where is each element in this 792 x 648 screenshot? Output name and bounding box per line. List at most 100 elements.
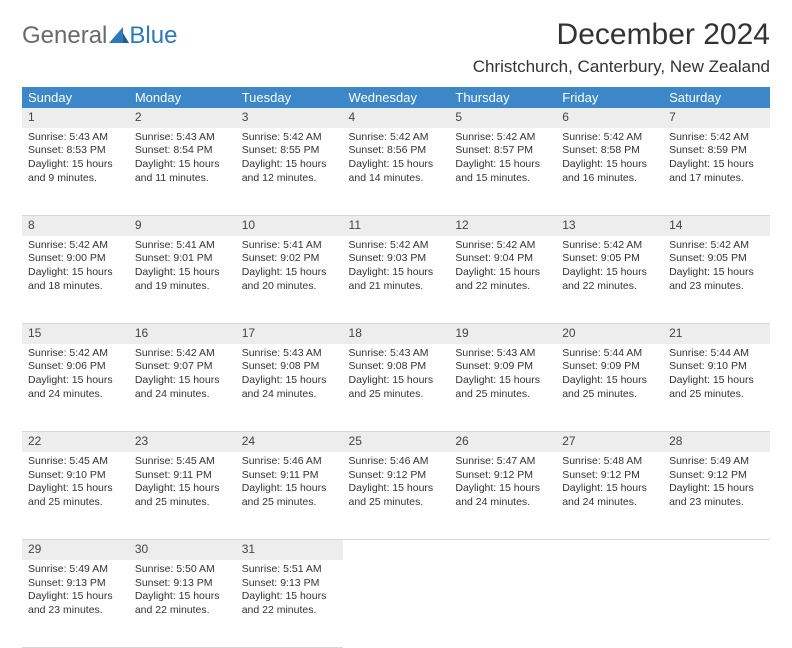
weekday-header-cell: Thursday — [449, 87, 556, 108]
daylight-label-2: and 23 minutes. — [669, 280, 764, 294]
day-cell — [663, 560, 770, 648]
daylight-label-1: Daylight: 15 hours — [242, 482, 337, 496]
day-cell: Sunrise: 5:48 AMSunset: 9:12 PMDaylight:… — [556, 452, 663, 540]
day-number-cell: 4 — [343, 108, 450, 128]
day-body: Sunrise: 5:42 AMSunset: 8:55 PMDaylight:… — [236, 128, 343, 190]
day-number-cell: 8 — [22, 216, 129, 236]
sunset-label: Sunset: 8:57 PM — [455, 144, 550, 158]
sunset-label: Sunset: 9:07 PM — [135, 360, 230, 374]
sunrise-label: Sunrise: 5:42 AM — [349, 239, 444, 253]
daylight-label-1: Daylight: 15 hours — [28, 590, 123, 604]
sunset-label: Sunset: 8:53 PM — [28, 144, 123, 158]
daylight-label-2: and 18 minutes. — [28, 280, 123, 294]
day-body-row: Sunrise: 5:42 AMSunset: 9:00 PMDaylight:… — [22, 236, 770, 324]
daylight-label-2: and 25 minutes. — [455, 388, 550, 402]
daylight-label-1: Daylight: 15 hours — [455, 374, 550, 388]
day-number-cell: 14 — [663, 216, 770, 236]
daylight-label-2: and 9 minutes. — [28, 172, 123, 186]
day-number-cell: 23 — [129, 432, 236, 452]
day-number-cell: 13 — [556, 216, 663, 236]
daylight-label-1: Daylight: 15 hours — [349, 266, 444, 280]
day-body: Sunrise: 5:49 AMSunset: 9:12 PMDaylight:… — [663, 452, 770, 514]
brand-part2: Blue — [129, 24, 177, 48]
daylight-label-2: and 21 minutes. — [349, 280, 444, 294]
daylight-label-1: Daylight: 15 hours — [562, 482, 657, 496]
sunset-label: Sunset: 9:05 PM — [562, 252, 657, 266]
day-body: Sunrise: 5:48 AMSunset: 9:12 PMDaylight:… — [556, 452, 663, 514]
day-cell: Sunrise: 5:42 AMSunset: 9:05 PMDaylight:… — [556, 236, 663, 324]
sunset-label: Sunset: 9:09 PM — [455, 360, 550, 374]
sunrise-label: Sunrise: 5:44 AM — [562, 347, 657, 361]
month-title: December 2024 — [473, 18, 770, 51]
day-body: Sunrise: 5:50 AMSunset: 9:13 PMDaylight:… — [129, 560, 236, 622]
sunrise-label: Sunrise: 5:42 AM — [562, 131, 657, 145]
sunrise-label: Sunrise: 5:44 AM — [669, 347, 764, 361]
daylight-label-1: Daylight: 15 hours — [135, 374, 230, 388]
day-cell: Sunrise: 5:42 AMSunset: 9:06 PMDaylight:… — [22, 344, 129, 432]
day-body: Sunrise: 5:42 AMSunset: 9:00 PMDaylight:… — [22, 236, 129, 298]
daylight-label-2: and 16 minutes. — [562, 172, 657, 186]
day-body: Sunrise: 5:42 AMSunset: 8:56 PMDaylight:… — [343, 128, 450, 190]
daylight-label-2: and 20 minutes. — [242, 280, 337, 294]
sunset-label: Sunset: 9:04 PM — [455, 252, 550, 266]
sunset-label: Sunset: 9:10 PM — [669, 360, 764, 374]
day-cell: Sunrise: 5:42 AMSunset: 8:56 PMDaylight:… — [343, 128, 450, 216]
day-body: Sunrise: 5:42 AMSunset: 8:58 PMDaylight:… — [556, 128, 663, 190]
sunrise-label: Sunrise: 5:41 AM — [242, 239, 337, 253]
day-number-cell: 30 — [129, 540, 236, 560]
daylight-label-1: Daylight: 15 hours — [455, 482, 550, 496]
brand-part1: General — [22, 24, 107, 48]
day-number-cell: 2 — [129, 108, 236, 128]
day-number-cell: 28 — [663, 432, 770, 452]
header: General Blue December 2024 Christchurch,… — [22, 18, 770, 77]
sunrise-label: Sunrise: 5:43 AM — [28, 131, 123, 145]
daylight-label-1: Daylight: 15 hours — [349, 158, 444, 172]
sunrise-label: Sunrise: 5:43 AM — [242, 347, 337, 361]
day-body: Sunrise: 5:41 AMSunset: 9:02 PMDaylight:… — [236, 236, 343, 298]
daylight-label-1: Daylight: 15 hours — [669, 374, 764, 388]
sunrise-label: Sunrise: 5:49 AM — [28, 563, 123, 577]
sunset-label: Sunset: 9:06 PM — [28, 360, 123, 374]
sunrise-label: Sunrise: 5:43 AM — [455, 347, 550, 361]
sunset-label: Sunset: 9:13 PM — [135, 577, 230, 591]
weekday-header-cell: Sunday — [22, 87, 129, 108]
sunrise-label: Sunrise: 5:49 AM — [669, 455, 764, 469]
sunrise-label: Sunrise: 5:42 AM — [135, 347, 230, 361]
day-number-row: 1234567 — [22, 108, 770, 128]
day-cell: Sunrise: 5:50 AMSunset: 9:13 PMDaylight:… — [129, 560, 236, 648]
day-number-cell: 7 — [663, 108, 770, 128]
sunset-label: Sunset: 9:08 PM — [349, 360, 444, 374]
day-cell: Sunrise: 5:47 AMSunset: 9:12 PMDaylight:… — [449, 452, 556, 540]
day-body: Sunrise: 5:42 AMSunset: 9:03 PMDaylight:… — [343, 236, 450, 298]
daylight-label-2: and 23 minutes. — [28, 604, 123, 618]
day-cell: Sunrise: 5:46 AMSunset: 9:12 PMDaylight:… — [343, 452, 450, 540]
day-body: Sunrise: 5:42 AMSunset: 9:07 PMDaylight:… — [129, 344, 236, 406]
sunrise-label: Sunrise: 5:46 AM — [349, 455, 444, 469]
day-body: Sunrise: 5:41 AMSunset: 9:01 PMDaylight:… — [129, 236, 236, 298]
day-cell: Sunrise: 5:42 AMSunset: 9:07 PMDaylight:… — [129, 344, 236, 432]
day-body: Sunrise: 5:43 AMSunset: 8:54 PMDaylight:… — [129, 128, 236, 190]
day-number-cell: 21 — [663, 324, 770, 344]
daylight-label-2: and 25 minutes. — [349, 388, 444, 402]
day-number-cell: 26 — [449, 432, 556, 452]
day-cell: Sunrise: 5:42 AMSunset: 8:57 PMDaylight:… — [449, 128, 556, 216]
day-number-cell: 18 — [343, 324, 450, 344]
sunrise-label: Sunrise: 5:42 AM — [669, 131, 764, 145]
daylight-label-2: and 22 minutes. — [135, 604, 230, 618]
daylight-label-2: and 24 minutes. — [28, 388, 123, 402]
day-cell: Sunrise: 5:42 AMSunset: 9:03 PMDaylight:… — [343, 236, 450, 324]
day-number-cell — [556, 540, 663, 560]
sunrise-label: Sunrise: 5:42 AM — [455, 131, 550, 145]
day-body: Sunrise: 5:42 AMSunset: 8:57 PMDaylight:… — [449, 128, 556, 190]
day-body: Sunrise: 5:45 AMSunset: 9:10 PMDaylight:… — [22, 452, 129, 514]
day-cell: Sunrise: 5:42 AMSunset: 9:00 PMDaylight:… — [22, 236, 129, 324]
sunset-label: Sunset: 9:01 PM — [135, 252, 230, 266]
daylight-label-2: and 24 minutes. — [562, 496, 657, 510]
weekday-header-cell: Friday — [556, 87, 663, 108]
daylight-label-1: Daylight: 15 hours — [349, 374, 444, 388]
daylight-label-1: Daylight: 15 hours — [562, 158, 657, 172]
day-body: Sunrise: 5:46 AMSunset: 9:12 PMDaylight:… — [343, 452, 450, 514]
day-number-cell: 5 — [449, 108, 556, 128]
daylight-label-1: Daylight: 15 hours — [669, 266, 764, 280]
sunset-label: Sunset: 9:02 PM — [242, 252, 337, 266]
